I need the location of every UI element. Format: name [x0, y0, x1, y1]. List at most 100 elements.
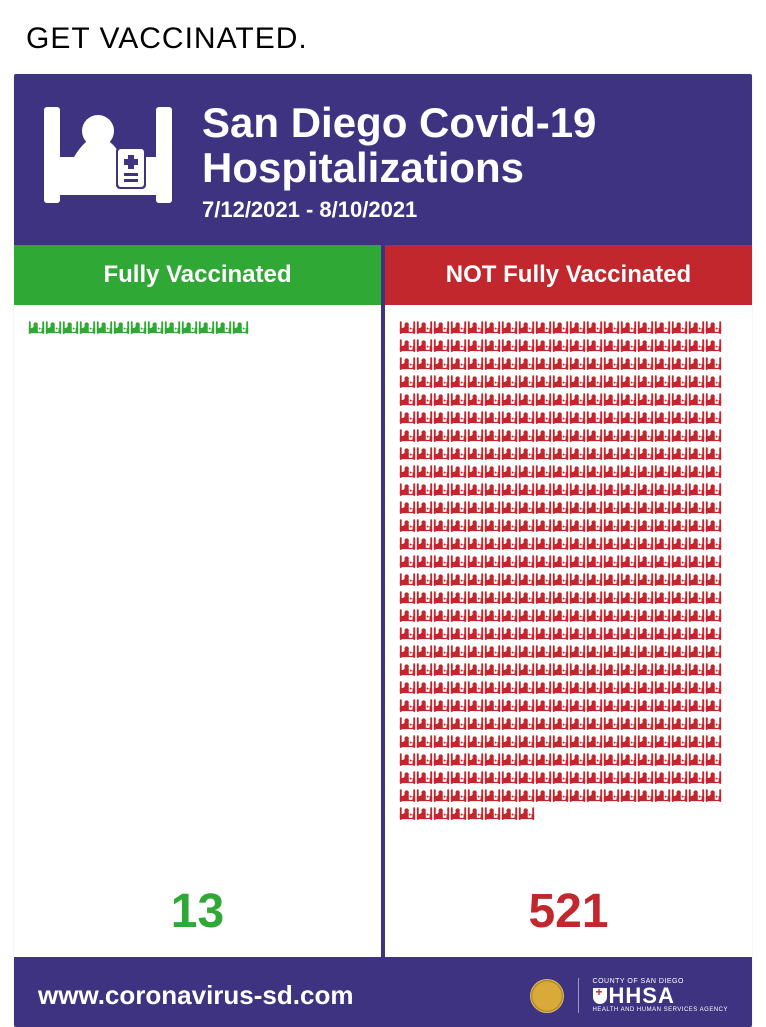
hospital-bed-icon: [484, 679, 501, 697]
icon-field-vaccinated: [14, 305, 381, 870]
hospital-bed-icon: [688, 589, 705, 607]
hospital-bed-icon: [671, 661, 688, 679]
hospital-bed-icon: [484, 409, 501, 427]
hospital-bed-icon: [671, 427, 688, 445]
hospital-bed-icon: [450, 697, 467, 715]
hhsa-acronym: HHSA: [609, 985, 675, 1007]
hospital-bed-icon: [535, 481, 552, 499]
hospital-bed-icon: [467, 481, 484, 499]
hospital-bed-icon: [552, 787, 569, 805]
hospital-bed-icon: [501, 319, 518, 337]
hospital-bed-icon: [620, 409, 637, 427]
hospital-bed-icon: [416, 445, 433, 463]
hospital-bed-icon: [535, 769, 552, 787]
hospital-bed-icon: [569, 445, 586, 463]
hospital-bed-icon: [654, 751, 671, 769]
hospital-bed-icon: [637, 787, 654, 805]
hospital-bed-icon: [467, 571, 484, 589]
hospital-bed-icon: [569, 319, 586, 337]
hospital-bed-icon: [501, 373, 518, 391]
hospital-bed-icon: [467, 373, 484, 391]
hospital-bed-icon: [688, 481, 705, 499]
hospital-bed-icon: [484, 607, 501, 625]
hospital-bed-icon: [671, 733, 688, 751]
hospital-bed-icon: [552, 733, 569, 751]
hospital-bed-icon: [501, 463, 518, 481]
hospital-bed-icon: [484, 805, 501, 823]
hospital-bed-icon: [654, 589, 671, 607]
hospital-bed-icon: [552, 373, 569, 391]
hospital-bed-icon: [467, 589, 484, 607]
hospital-bed-icon: [501, 661, 518, 679]
hospital-bed-icon: [552, 517, 569, 535]
hospital-bed-icon: [467, 499, 484, 517]
hospital-bed-icon: [433, 715, 450, 733]
hospital-bed-icon: [569, 733, 586, 751]
hospital-bed-icon: [637, 625, 654, 643]
hospital-bed-icon: [586, 553, 603, 571]
hospital-bed-icon: [603, 535, 620, 553]
hospital-bed-icon: [688, 625, 705, 643]
hospital-bed-icon: [586, 787, 603, 805]
hospital-bed-icon: [62, 319, 79, 337]
hospital-bed-icon: [399, 517, 416, 535]
hospital-bed-icon: [518, 337, 535, 355]
hospital-bed-icon: [586, 427, 603, 445]
hospital-bed-icon: [705, 787, 722, 805]
hospital-bed-icon: [552, 751, 569, 769]
hospital-bed-icon: [569, 625, 586, 643]
hospital-bed-icon: [688, 553, 705, 571]
hhsa-main-text: HHSA: [593, 985, 728, 1007]
hospital-bed-icon: [552, 589, 569, 607]
hospital-bed-icon: [416, 679, 433, 697]
hospital-bed-icon: [501, 643, 518, 661]
hospital-bed-icon: [637, 697, 654, 715]
hospital-bed-icon: [399, 787, 416, 805]
hospital-bed-icon: [654, 769, 671, 787]
hospital-bed-icon: [535, 409, 552, 427]
hospital-bed-icon: [399, 733, 416, 751]
hospital-bed-icon: [501, 571, 518, 589]
hospital-bed-icon: [450, 769, 467, 787]
hospital-bed-icon: [433, 481, 450, 499]
hospital-bed-icon: [518, 409, 535, 427]
hospital-bed-icon: [416, 661, 433, 679]
hospital-bed-icon: [433, 769, 450, 787]
hospital-bed-icon: [501, 355, 518, 373]
hospital-bed-icon: [637, 589, 654, 607]
hospital-bed-icon: [671, 355, 688, 373]
hospital-bed-icon: [569, 643, 586, 661]
hospital-bed-icon: [501, 337, 518, 355]
hospital-bed-icon: [450, 373, 467, 391]
hospital-bed-icon: [467, 625, 484, 643]
hhsa-sub-text: HEALTH AND HUMAN SERVICES AGENCY: [593, 1007, 728, 1013]
hospital-bed-icon: [79, 319, 96, 337]
hospital-bed-icon: [450, 337, 467, 355]
hospital-bed-icon: [518, 463, 535, 481]
hospital-bed-icon: [705, 337, 722, 355]
hospital-bed-icon: [569, 535, 586, 553]
page-caption: GET VACCINATED.: [0, 0, 766, 74]
hospital-bed-icon: [518, 787, 535, 805]
hospital-bed-icon: [399, 625, 416, 643]
hospital-bed-icon: [603, 373, 620, 391]
hospital-bed-icon: [399, 643, 416, 661]
hospital-bed-icon: [433, 535, 450, 553]
hospital-bed-icon: [620, 337, 637, 355]
hospital-bed-icon: [654, 499, 671, 517]
hospital-bed-icon: [416, 571, 433, 589]
hospital-bed-icon: [688, 571, 705, 589]
hospital-bed-icon: [518, 715, 535, 733]
hospital-bed-icon: [569, 787, 586, 805]
hospital-bed-icon: [501, 625, 518, 643]
hospital-bed-icon: [654, 715, 671, 733]
hospital-bed-icon: [501, 553, 518, 571]
hospital-bed-icon: [416, 499, 433, 517]
hospital-bed-icon: [586, 571, 603, 589]
hospital-bed-icon: [569, 571, 586, 589]
hospital-bed-icon: [603, 751, 620, 769]
hospital-bed-icon: [654, 319, 671, 337]
hospital-bed-icon: [467, 643, 484, 661]
hospital-bed-icon: [552, 625, 569, 643]
hospital-bed-icon: [688, 733, 705, 751]
